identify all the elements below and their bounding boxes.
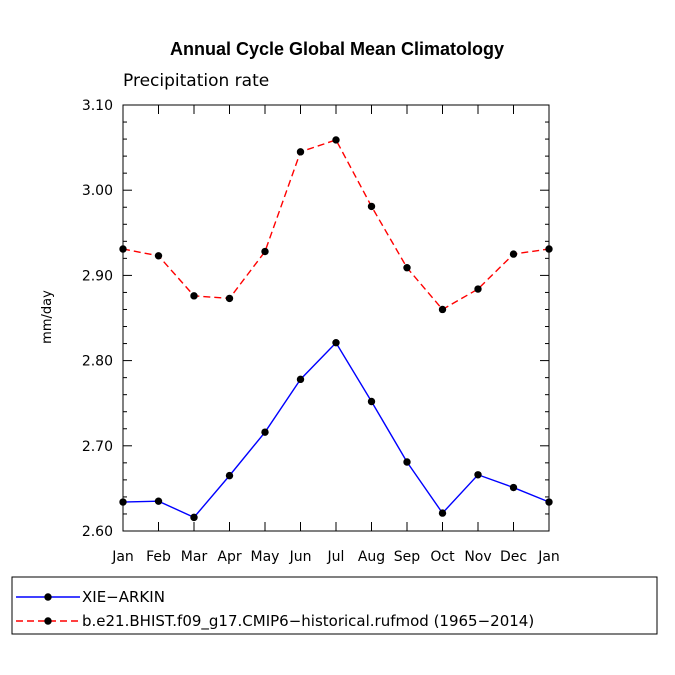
y-axis-label: mm/day bbox=[40, 290, 55, 344]
x-tick-label: Nov bbox=[464, 549, 491, 565]
legend-label: XIE−ARKIN bbox=[82, 588, 165, 606]
series-line bbox=[122, 139, 550, 311]
data-point bbox=[545, 498, 553, 506]
x-tick-label: Sep bbox=[394, 549, 421, 565]
data-point bbox=[261, 428, 269, 436]
x-tick-label: Jan bbox=[111, 549, 134, 565]
y-tick-label: 2.90 bbox=[82, 268, 113, 284]
data-point bbox=[403, 264, 411, 272]
y-tick-label: 2.60 bbox=[82, 524, 113, 540]
data-point bbox=[403, 458, 411, 466]
x-tick-label: Jul bbox=[327, 549, 345, 565]
y-tick-label: 2.70 bbox=[82, 439, 113, 455]
legend-marker bbox=[44, 593, 52, 601]
data-point bbox=[438, 305, 447, 314]
data-point bbox=[190, 292, 198, 300]
data-point bbox=[119, 498, 127, 506]
data-point bbox=[154, 497, 163, 505]
axis-ticks: 2.60 2.70 2.80 2.90 3.00 3.10 Jan Feb Mar Apr May J… bbox=[82, 98, 560, 565]
x-tick-label: Oct bbox=[430, 549, 455, 565]
data-point bbox=[154, 252, 163, 260]
data-point bbox=[225, 471, 234, 480]
data-point bbox=[438, 509, 447, 517]
series-line bbox=[122, 341, 550, 519]
y-tick-label: 3.00 bbox=[82, 183, 113, 199]
legend-marker bbox=[44, 617, 52, 625]
data-point bbox=[509, 250, 518, 258]
data-point bbox=[367, 397, 376, 406]
data-point bbox=[296, 148, 305, 156]
y-tick-label: 2.80 bbox=[82, 354, 113, 370]
data-point bbox=[190, 513, 198, 522]
x-tick-label: Dec bbox=[500, 549, 527, 565]
x-tick-label: Feb bbox=[146, 549, 171, 565]
data-point bbox=[225, 294, 234, 303]
series-2 bbox=[119, 136, 553, 314]
x-tick-label: Mar bbox=[181, 549, 208, 565]
chart-subtitle: Precipitation rate bbox=[123, 71, 269, 91]
plot-frame bbox=[122, 104, 550, 532]
data-point bbox=[261, 247, 269, 256]
data-point bbox=[367, 202, 376, 211]
x-tick-label: Apr bbox=[217, 549, 241, 565]
series-1 bbox=[119, 339, 553, 522]
data-point bbox=[545, 245, 553, 253]
data-point bbox=[474, 285, 482, 293]
legend-box bbox=[11, 576, 658, 635]
data-point bbox=[474, 471, 482, 479]
data-point bbox=[509, 483, 518, 492]
legend: XIE−ARKIN b.e21.BHIST.f09_g17.CMIP6−histo… bbox=[16, 588, 534, 631]
data-point bbox=[332, 136, 340, 144]
legend-label: b.e21.BHIST.f09_g17.CMIP6−historical.ruf… bbox=[82, 612, 534, 631]
chart-title: Annual Cycle Global Mean Climatology bbox=[170, 39, 504, 59]
x-tick-label: Jun bbox=[289, 549, 312, 565]
legend-entry: b.e21.BHIST.f09_g17.CMIP6−historical.ruf… bbox=[16, 612, 534, 631]
series-layer bbox=[119, 136, 553, 522]
x-tick-label: Jan bbox=[537, 549, 560, 565]
legend-entry: XIE−ARKIN bbox=[16, 588, 165, 606]
data-point bbox=[332, 339, 340, 347]
data-point bbox=[296, 375, 305, 384]
x-tick-label: May bbox=[251, 549, 280, 565]
data-point bbox=[119, 245, 127, 253]
y-tick-label: 3.10 bbox=[82, 98, 113, 114]
x-tick-label: Aug bbox=[358, 549, 385, 565]
